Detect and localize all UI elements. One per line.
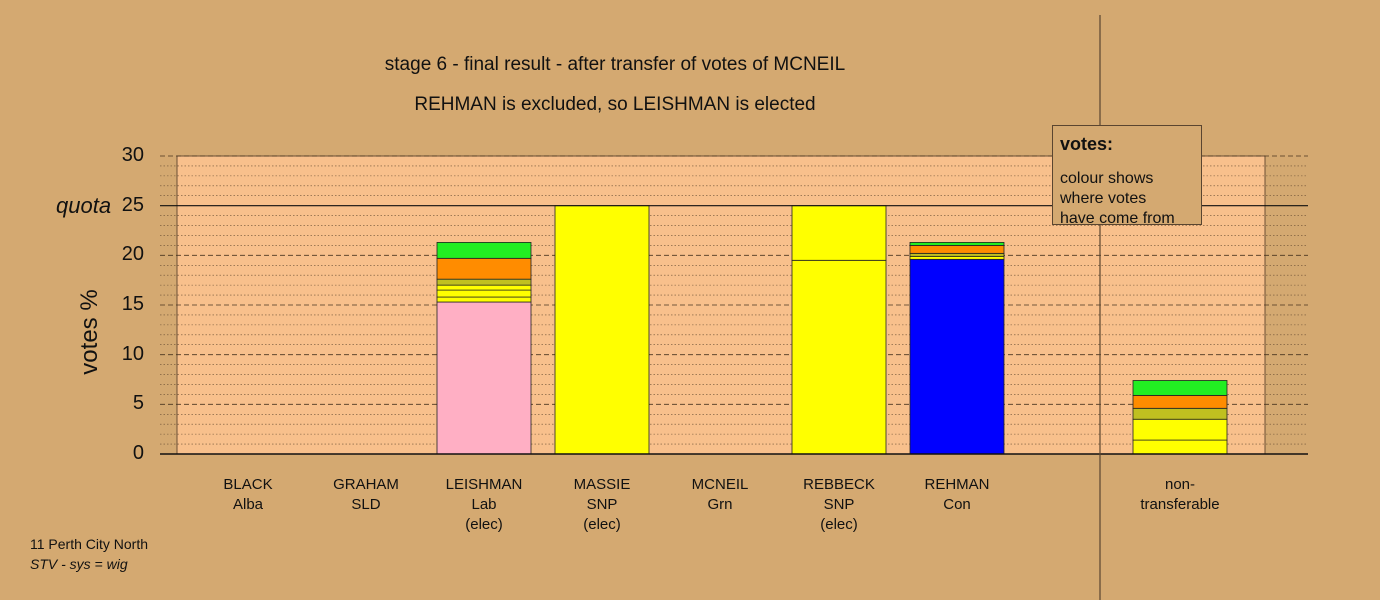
x-category-line: transferable — [1140, 496, 1220, 513]
y-tick-label: 20 — [121, 243, 144, 266]
x-category-line: non- — [1164, 476, 1196, 493]
y-tick-label: 5 — [132, 392, 144, 415]
bar-segment-rebbeck-1 — [791, 205, 887, 261]
legend-title: votes: — [1060, 134, 1114, 154]
x-category-line: Con — [943, 496, 971, 513]
bar-segment-leishman-1 — [436, 296, 532, 303]
bar-segment-rehman-0 — [909, 258, 1005, 455]
bar-segment-non-0 — [1132, 439, 1228, 455]
system-label: STV - sys = wig — [30, 556, 128, 572]
x-category-line: SNP — [586, 496, 618, 513]
bar-segment-leishman-4 — [436, 278, 532, 286]
bar-segment-rehman-3 — [909, 244, 1005, 254]
x-category-label: non-transferable — [1120, 475, 1240, 515]
constituency-label: 11 Perth City North — [30, 536, 149, 552]
y-axis-label: votes % — [76, 289, 103, 375]
x-category-label: MCNEIL Grn — [660, 475, 780, 515]
bar-segment-leishman-0 — [436, 301, 532, 455]
bar-segment-massie-0 — [554, 205, 650, 455]
bar-segment-non-4 — [1132, 380, 1228, 396]
bar-segment-leishman-5 — [436, 257, 532, 280]
bar-segment-non-2 — [1132, 407, 1228, 420]
x-category-label: LEISHMAN Lab (elec) — [424, 475, 544, 535]
x-category-line: SLD — [351, 496, 381, 513]
y-tick-label: 15 — [121, 293, 144, 315]
x-category-line: Alba — [232, 496, 264, 513]
chart-title: stage 6 - final result - after transfer … — [384, 54, 846, 75]
bar-segment-non-1 — [1132, 418, 1228, 441]
bar-segment-leishman-3 — [436, 284, 532, 291]
x-category-label: BLACK Alba — [188, 475, 308, 515]
x-category-line: LEISHMAN — [445, 476, 523, 493]
bar-segment-rehman-4 — [909, 242, 1005, 246]
x-category-line: SNP — [823, 496, 855, 513]
y-tick-label: 0 — [132, 442, 144, 464]
x-category-label: REHMAN Con — [897, 475, 1017, 515]
x-category-line: REHMAN — [924, 476, 990, 493]
bar-segment-non-3 — [1132, 394, 1228, 409]
x-category-line: MCNEIL — [691, 476, 749, 493]
x-category-label: REBBECK SNP (elec) — [779, 475, 899, 535]
legend-box: votes: colour shows where votes have com… — [1052, 125, 1202, 227]
x-category-line: Grn — [707, 496, 733, 513]
x-category-line: Lab — [471, 496, 497, 513]
bar-segment-rehman-2 — [909, 252, 1005, 257]
x-category-line: (elec) — [465, 516, 503, 533]
legend-text: colour shows where votes have come from — [1060, 170, 1175, 227]
y-tick-label: 30 — [121, 144, 144, 166]
x-category-label: MASSIE SNP (elec) — [542, 475, 662, 535]
bar-segment-leishman-2 — [436, 289, 532, 298]
quota-label: quota — [56, 193, 112, 218]
y-tick-label: 25 — [121, 193, 144, 216]
x-category-line: BLACK — [223, 476, 273, 493]
bar-segment-rehman-1 — [909, 255, 1005, 260]
x-category-line: REBBECK — [803, 476, 875, 493]
chart-subtitle: REHMAN is excluded, so LEISHMAN is elect… — [414, 94, 816, 115]
x-category-line: MASSIE — [573, 476, 631, 493]
x-category-line: (elec) — [820, 516, 858, 533]
bar-segment-rebbeck-0 — [791, 259, 887, 455]
bar-segment-leishman-6 — [436, 242, 532, 259]
x-category-line: (elec) — [583, 516, 621, 533]
y-tick-label: 10 — [121, 342, 144, 365]
x-category-label: GRAHAM SLD — [306, 475, 426, 515]
x-category-line: GRAHAM — [333, 476, 399, 493]
